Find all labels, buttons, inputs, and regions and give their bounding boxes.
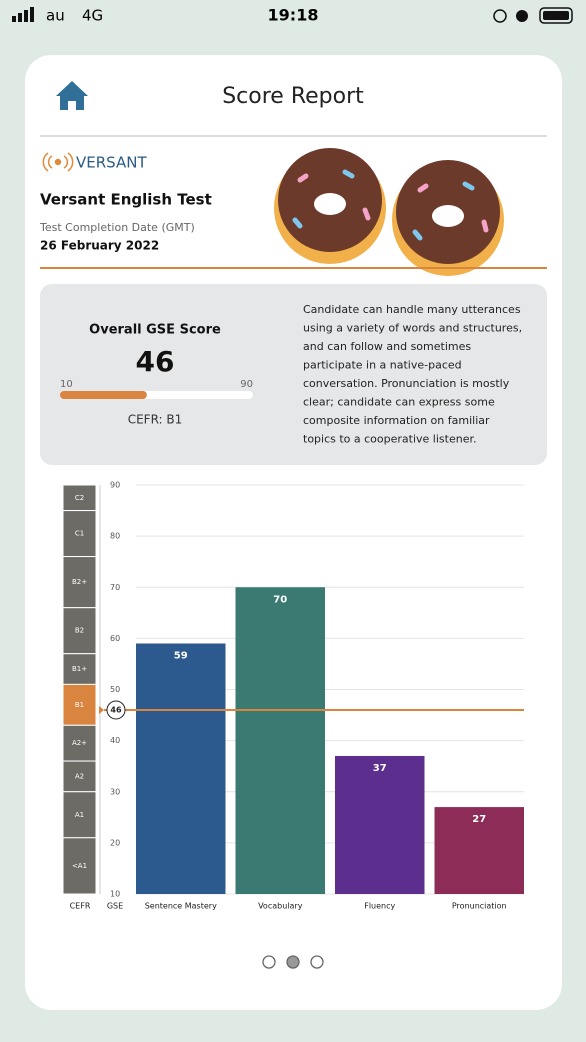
page-dot[interactable] xyxy=(310,955,324,969)
brand: VERSANT xyxy=(76,154,147,172)
cefr-band-label: A1 xyxy=(75,811,84,819)
score-description: participate in a native-paced xyxy=(303,359,462,372)
page-dot-active[interactable] xyxy=(286,955,300,969)
battery-icon xyxy=(493,7,573,24)
value-label: 27 xyxy=(472,814,486,825)
score-description: Candidate can handle many utterances xyxy=(303,303,521,316)
score-fill xyxy=(60,391,147,399)
cefr-band xyxy=(62,510,97,558)
bar xyxy=(335,755,425,894)
cefr-band-label: A2+ xyxy=(72,739,87,747)
marker-badge xyxy=(106,700,126,720)
clock: 19:18 xyxy=(268,6,319,25)
cefr-band-label: B2+ xyxy=(72,578,87,586)
date-label: Test Completion Date (GMT) xyxy=(39,221,195,234)
page-title: Score Report xyxy=(222,84,364,109)
cefr-band-label: A2 xyxy=(75,772,84,780)
home-button[interactable] xyxy=(56,81,88,110)
signal-icon xyxy=(12,7,34,22)
donut-sticker xyxy=(274,148,504,276)
y-tick-label: 40 xyxy=(110,736,120,745)
bar xyxy=(136,643,226,894)
cefr-band xyxy=(62,724,97,762)
bar xyxy=(235,587,325,894)
versant-logo xyxy=(42,152,74,172)
score-min: 10 xyxy=(60,379,73,390)
y-tick-label: 20 xyxy=(110,838,120,847)
y-tick-label: 90 xyxy=(110,481,120,490)
score-value: 46 xyxy=(136,345,175,378)
score-description: conversation. Pronunciation is mostly xyxy=(303,377,510,390)
cefr-level: CEFR: B1 xyxy=(128,413,183,427)
cefr-band-label: B1 xyxy=(75,701,84,709)
marker-label: 46 xyxy=(110,705,122,714)
value-label: 59 xyxy=(174,650,188,661)
bar xyxy=(434,807,524,894)
cefr-band xyxy=(62,484,97,512)
x-axis-label: GSE xyxy=(107,902,123,911)
cefr-band-label: <A1 xyxy=(72,862,87,870)
cefr-band xyxy=(62,760,97,793)
score-description: using a variety of words and structures, xyxy=(303,322,522,335)
page-dot[interactable] xyxy=(262,955,276,969)
cefr-band-label: B2 xyxy=(75,627,84,635)
score-description: topics to a cooperative listener. xyxy=(303,433,476,446)
score-max: 90 xyxy=(240,379,253,390)
cefr-band xyxy=(62,791,97,839)
y-tick-label: 80 xyxy=(110,532,120,541)
network: 4G xyxy=(82,7,103,25)
marker-arrow xyxy=(99,705,104,714)
cefr-band xyxy=(62,683,97,726)
x-tick-label: Sentence Mastery xyxy=(145,902,217,911)
y-tick-label: 70 xyxy=(110,583,120,592)
cefr-band xyxy=(62,837,97,895)
cefr-band xyxy=(62,607,97,655)
cefr-band-label: C1 xyxy=(75,530,84,538)
carrier: au xyxy=(46,7,65,25)
x-axis-label: CEFR xyxy=(70,902,91,911)
y-tick-label: 10 xyxy=(110,890,120,899)
x-tick-label: Pronunciation xyxy=(452,902,507,911)
cefr-band-label: B1+ xyxy=(72,665,87,673)
x-tick-label: Fluency xyxy=(364,902,395,911)
cefr-band-label: C2 xyxy=(75,494,84,502)
score-panel xyxy=(40,284,547,465)
y-tick-label: 60 xyxy=(110,634,120,643)
value-label: 70 xyxy=(273,594,287,605)
score-description: and can follow and sometimes xyxy=(303,340,471,353)
y-tick-label: 50 xyxy=(110,685,120,694)
y-tick-label: 30 xyxy=(110,787,120,796)
x-tick-label: Vocabulary xyxy=(258,902,303,911)
score-label: Overall GSE Score xyxy=(89,323,221,338)
test-date: 26 February 2022 xyxy=(40,239,159,253)
value-label: 37 xyxy=(373,763,387,774)
score-description: composite information on familiar xyxy=(303,414,490,427)
score-description: clear; candidate can express some xyxy=(303,396,495,409)
test-name: Versant English Test xyxy=(40,191,212,209)
